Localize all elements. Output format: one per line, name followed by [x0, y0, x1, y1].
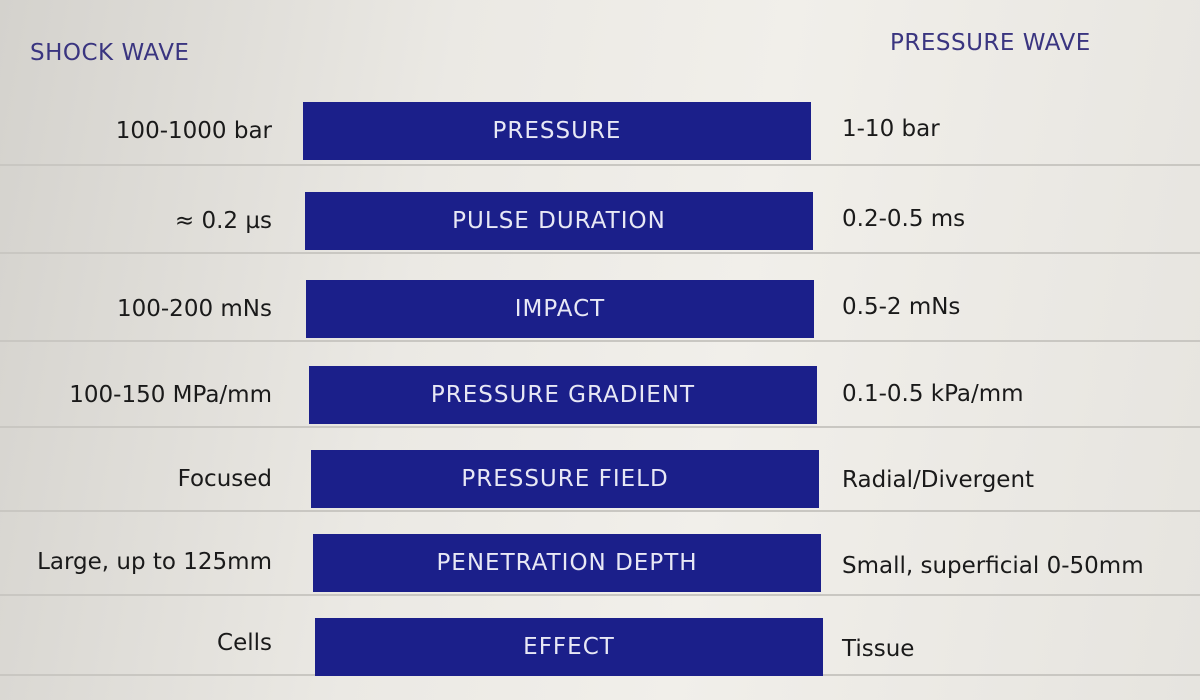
- shock-wave-value: 100-150 MPa/mm: [69, 382, 272, 408]
- pressure-wave-header: PRESSURE WAVE: [890, 30, 1091, 56]
- shock-wave-value: 100-200 mNs: [116, 296, 272, 322]
- pressure-wave-value: Small, superficial 0-50mm: [842, 553, 1144, 579]
- row-divider: [0, 426, 1200, 428]
- parameter-band: EFFECT: [315, 618, 823, 676]
- pressure-wave-value: Radial/Divergent: [842, 467, 1035, 493]
- shock-wave-value: ≈ 0.2 µs: [174, 208, 272, 234]
- row-divider: [0, 510, 1200, 512]
- pressure-wave-value: 0.1-0.5 kPa/mm: [842, 381, 1024, 407]
- row-divider: [0, 594, 1200, 596]
- shock-wave-header: SHOCK WAVE: [30, 40, 190, 66]
- shock-wave-value: 100-1000 bar: [115, 118, 272, 144]
- parameter-band: PRESSURE GRADIENT: [309, 366, 817, 424]
- pressure-wave-value: 0.5-2 mNs: [842, 294, 961, 320]
- shock-wave-value: Cells: [217, 630, 272, 656]
- row-divider: [0, 340, 1200, 342]
- pressure-wave-value: 0.2-0.5 ms: [842, 206, 966, 232]
- row-divider: [0, 252, 1200, 254]
- pressure-wave-value: 1-10 bar: [842, 116, 940, 142]
- parameter-band: PENETRATION DEPTH: [313, 534, 821, 592]
- pressure-wave-value: Tissue: [842, 636, 915, 662]
- parameter-band: IMPACT: [306, 280, 814, 338]
- parameter-band: PRESSURE: [303, 102, 811, 160]
- row-divider: [0, 164, 1200, 166]
- parameter-band: PULSE DURATION: [305, 192, 813, 250]
- shock-wave-value: Focused: [177, 466, 272, 492]
- shock-wave-value: Large, up to 125mm: [37, 549, 272, 575]
- parameter-band: PRESSURE FIELD: [311, 450, 819, 508]
